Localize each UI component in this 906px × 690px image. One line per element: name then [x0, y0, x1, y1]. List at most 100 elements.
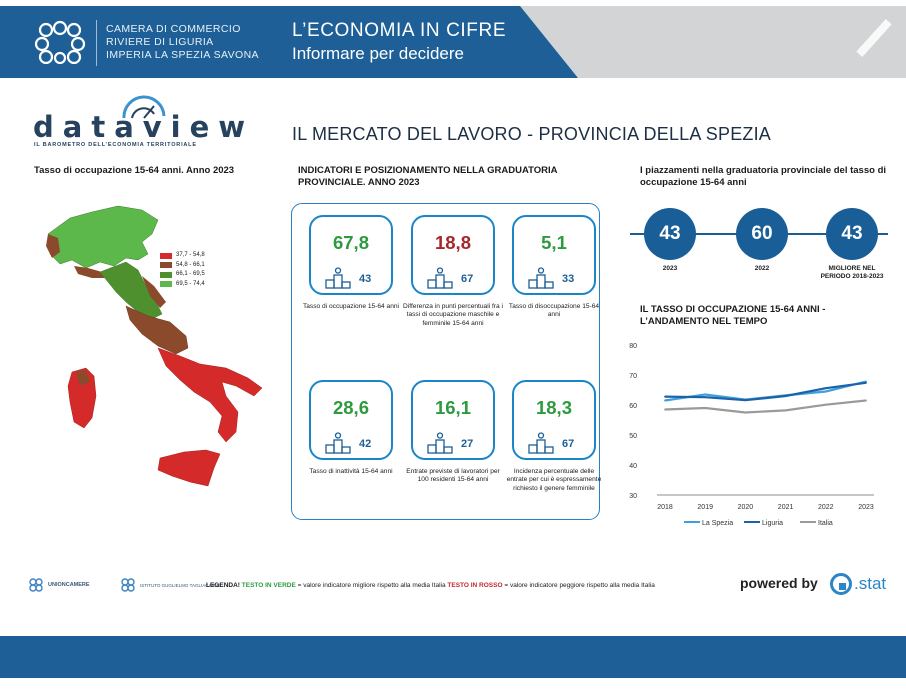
indicator-box: 67,8 43 — [309, 215, 393, 295]
podium-icon — [528, 432, 554, 454]
header-title: L’ECONOMIA IN CIFRE — [292, 20, 507, 41]
indicators-panel — [291, 203, 600, 520]
map-legend-swatch — [160, 262, 172, 269]
podium-icon — [427, 267, 453, 289]
indicators-title: INDICATORI E POSIZIONAMENTO NELLA GRADUA… — [298, 165, 558, 188]
placement-label-best: MIGLIORE NEL PERIODO 2018-2023 — [820, 265, 884, 280]
cstat-icon — [830, 573, 852, 595]
y-tick-label: 60 — [629, 403, 637, 410]
placement-label-2023: 2023 — [662, 265, 678, 272]
map-region-sardinia — [67, 367, 97, 429]
tagliacarne-label: ISTITUTO GUGLIELMO TAGLIACARNE — [140, 582, 222, 588]
map-legend-label: 54,8 - 66,1 — [176, 261, 205, 268]
cstat-logo: .stat — [830, 573, 886, 595]
indicator-value: 5,1 — [541, 232, 567, 253]
placement-label-2022: 2022 — [754, 265, 770, 272]
chamber-name-line3: IMPERIA LA SPEZIA SAVONA — [106, 49, 259, 61]
y-tick-label: 30 — [629, 493, 637, 500]
x-tick-label: 2020 — [738, 504, 754, 511]
map-region-center — [99, 261, 163, 321]
x-tick-label: 2023 — [858, 504, 874, 511]
footer-row: UNIONCAMERE ISTITUTO GUGLIELMO TAGLIACAR… — [28, 573, 898, 597]
powered-by-label: powered by — [740, 575, 818, 591]
indicator-rank: 27 — [461, 438, 474, 450]
legend-label: Liguria — [762, 520, 783, 527]
data-point — [664, 395, 666, 398]
map-region-center-south — [125, 305, 189, 355]
trend-line-chart: 30 40 50 60 70 80 2018 2019 2020 2021 2022 2023 La S… — [629, 343, 874, 527]
indicator-value: 67,8 — [332, 232, 369, 253]
indicator-box: 18,8 67 — [411, 215, 495, 295]
placement-circle-best: 43 — [826, 208, 878, 260]
data-point — [824, 403, 827, 406]
map-legend-label: 37,7 - 54,8 — [176, 252, 205, 258]
placement-circle-2022: 60 — [736, 208, 788, 260]
italy-map — [46, 205, 263, 487]
trend-chart-title: IL TASSO DI OCCUPAZIONE 15-64 ANNI - L’A… — [640, 304, 826, 327]
map-legend-swatch — [160, 281, 172, 288]
legend-note-label: LEGENDA! — [206, 582, 240, 589]
data-point — [664, 399, 666, 402]
indicator-card: 67,8 43 Tasso di occupazione 15-64 anni — [301, 215, 401, 311]
legend-label: Italia — [818, 520, 833, 527]
map-region-north-brown — [46, 234, 60, 258]
y-tick-label: 40 — [629, 463, 637, 470]
placements-title: I piazzamenti nella graduatoria provinci… — [640, 165, 887, 188]
indicator-card: 18,3 67 Incidenza percentuale delle entrat… — [504, 380, 604, 493]
map-legend-item: 37,7 - 54,8 — [160, 251, 205, 261]
indicator-rank: 33 — [562, 273, 575, 285]
top-strip — [0, 0, 906, 6]
y-tick-label: 50 — [629, 433, 637, 440]
header-subtitle: Informare per decidere — [292, 44, 464, 63]
indicator-value: 16,1 — [434, 397, 471, 418]
tagliacarne-logo: ISTITUTO GUGLIELMO TAGLIACARNE — [120, 577, 221, 593]
placement-circle-2023: 43 — [644, 208, 696, 260]
map-region-liguria — [74, 266, 106, 278]
indicator-value: 18,3 — [535, 397, 572, 418]
map-legend: 37,7 - 54,8 54,8 - 66,1 66,1 - 69,5 69,5… — [160, 251, 205, 289]
indicator-card: 28,6 42 Tasso di inattività 15-64 anni — [301, 380, 401, 476]
map-legend-swatch — [160, 252, 172, 259]
data-point — [704, 396, 707, 399]
indicator-rank: 67 — [461, 273, 474, 285]
color-legend-note: LEGENDA! TESTO IN VERDE = valore indicat… — [206, 582, 655, 589]
map-legend-item: 54,8 - 66,1 — [160, 261, 205, 271]
indicator-label: Incidenza percentuale delle entrate per … — [506, 468, 602, 492]
chamber-name: CAMERA DI COMMERCIO RIVIERE DI LIGURIA I… — [106, 23, 259, 62]
map-region-north — [47, 205, 159, 269]
map-legend-item: 66,1 - 69,5 — [160, 270, 205, 280]
indicator-card: 5,1 33 Tasso di disoccupazione 15-64 anni — [504, 215, 604, 320]
page-title: IL MERCATO DEL LAVORO - PROVINCIA DELLA … — [292, 124, 772, 144]
map-region-sicily — [157, 449, 221, 487]
data-point — [865, 399, 867, 402]
legend-note-green: TESTO IN VERDE — [241, 582, 296, 589]
indicator-rank: 42 — [359, 438, 372, 450]
indicator-box: 18,3 67 — [512, 380, 596, 460]
map-legend-item: 69,5 - 74,4 — [160, 280, 205, 290]
x-tick-label: 2022 — [818, 504, 834, 511]
indicator-rank: 43 — [359, 273, 372, 285]
x-tick-label: 2019 — [697, 504, 713, 511]
cstat-label: .stat — [854, 574, 887, 593]
series-line-italia — [664, 399, 867, 414]
indicator-label: Tasso di inattività 15-64 anni — [309, 468, 393, 475]
header-gray-band — [520, 6, 906, 78]
data-point — [704, 407, 707, 409]
x-tick-label: 2021 — [778, 504, 794, 511]
indicator-card: 16,1 27 Entrate previste di lavoratori per… — [403, 380, 503, 485]
unioncamere-label: UNIONCAMERE — [48, 582, 90, 588]
chamber-of-commerce-logo-icon — [34, 20, 86, 64]
map-region-sardinia-brown — [76, 370, 90, 386]
indicator-box: 5,1 33 — [512, 215, 596, 295]
map-title: Tasso di occupazione 15-64 anni. Anno 20… — [34, 165, 235, 176]
indicator-label: Differenza in punti percentuali fra i ta… — [403, 303, 503, 327]
indicator-value: 18,8 — [434, 232, 471, 253]
podium-icon — [325, 267, 351, 289]
indicator-label: Entrate previste di lavoratori per 100 r… — [406, 468, 500, 484]
indicator-box: 16,1 27 — [411, 380, 495, 460]
data-point — [824, 390, 827, 393]
y-tick-label: 80 — [629, 343, 637, 350]
map-legend-label: 66,1 - 69,5 — [176, 271, 205, 277]
y-tick-label: 70 — [629, 373, 637, 380]
footer-bar — [0, 636, 906, 678]
